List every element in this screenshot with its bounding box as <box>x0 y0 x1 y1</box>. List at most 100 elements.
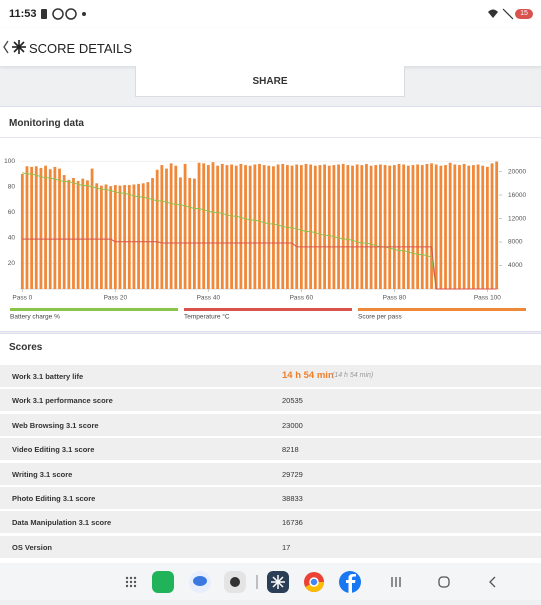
bar <box>179 177 182 289</box>
bar <box>346 165 350 289</box>
bar <box>183 163 187 289</box>
navigation-bar <box>0 563 541 600</box>
card-title: Scores <box>9 342 43 353</box>
x-tick-label: Pass 0 <box>12 295 32 302</box>
score-row: Work 3.1 performance score 20535 <box>0 389 541 412</box>
monitoring-card: Monitoring data 20 40 60 80 100 4000 8000 12000… <box>0 106 541 332</box>
score-value: 17 <box>282 542 291 552</box>
bar <box>402 164 406 289</box>
legend-swatch <box>10 308 178 311</box>
pcmark-icon <box>271 575 285 589</box>
bar <box>444 165 447 289</box>
bar <box>272 166 275 289</box>
bar <box>360 165 364 289</box>
bar <box>151 178 154 289</box>
bar <box>425 163 429 289</box>
score-row: Web Browsing 3.1 score 23000 <box>0 413 541 436</box>
y-tick-label: 80 <box>8 183 16 190</box>
bar <box>141 183 145 289</box>
bar <box>453 164 457 289</box>
x-tick-label: Pass 20 <box>104 295 128 302</box>
bar <box>253 164 257 289</box>
score-value: 38833 <box>282 494 303 503</box>
y2-tick-label: 4000 <box>508 262 523 269</box>
bar <box>490 163 494 289</box>
bar <box>286 165 289 289</box>
bar <box>397 163 401 289</box>
phone-app[interactable] <box>152 571 174 593</box>
y2-tick-label: 20000 <box>508 168 526 175</box>
camera-lens <box>230 577 240 587</box>
bar <box>95 183 99 289</box>
bar <box>146 182 150 289</box>
bar <box>388 165 392 289</box>
bar <box>476 164 480 289</box>
bar <box>72 178 75 289</box>
bar <box>355 164 359 289</box>
score-row: Photo Editing 3.1 score 38833 <box>0 487 541 509</box>
bar <box>392 165 396 289</box>
score-value: 23000 <box>282 420 303 430</box>
bar <box>248 165 252 289</box>
bar <box>434 164 438 289</box>
clock: 11:53 <box>9 8 37 20</box>
bar <box>481 165 485 289</box>
bar <box>76 180 80 289</box>
home-button[interactable] <box>438 576 450 588</box>
legend-swatch <box>184 308 352 311</box>
battery-indicator: 15 <box>515 9 533 19</box>
apps-button[interactable] <box>125 576 137 588</box>
bar <box>379 164 382 289</box>
bar <box>127 185 131 289</box>
bar <box>160 165 164 289</box>
bar <box>365 163 368 289</box>
signal-icons <box>488 8 514 20</box>
bar <box>225 165 229 289</box>
bar <box>192 178 196 289</box>
line <box>22 238 497 290</box>
bar <box>230 164 233 289</box>
score-label: Photo Editing 3.1 score <box>12 494 96 503</box>
bar <box>174 165 178 289</box>
bar <box>197 162 201 289</box>
bar <box>211 162 215 289</box>
score-label: Work 3.1 battery life <box>12 372 84 381</box>
bar <box>485 166 489 289</box>
bar <box>90 168 94 289</box>
facebook-icon <box>346 574 356 593</box>
bar <box>369 165 373 289</box>
bar <box>132 184 136 289</box>
bar <box>165 168 168 289</box>
bar <box>48 169 52 289</box>
bar <box>411 165 415 289</box>
bar <box>341 163 345 289</box>
back-nav-button[interactable] <box>489 576 496 588</box>
bar <box>299 165 303 289</box>
bar <box>39 168 43 289</box>
bar <box>99 185 103 289</box>
bar <box>262 165 266 289</box>
y2-tick-label: 8000 <box>508 239 523 246</box>
recents-button[interactable] <box>391 577 401 587</box>
bar <box>313 165 317 289</box>
y2-tick-label: 16000 <box>508 192 526 199</box>
bar <box>206 165 210 289</box>
bar <box>118 185 122 289</box>
y-tick-label: 60 <box>8 209 16 216</box>
y-tick-label: 100 <box>4 158 15 165</box>
score-label: Web Browsing 3.1 score <box>12 420 99 430</box>
card-title: Monitoring data <box>9 118 84 129</box>
bar <box>216 165 220 289</box>
bar <box>258 163 261 289</box>
share-button[interactable]: SHARE <box>135 66 405 97</box>
back-button[interactable] <box>2 38 28 56</box>
bar <box>239 163 243 289</box>
score-label: OS Version <box>12 542 53 552</box>
bar <box>81 178 85 289</box>
score-row: Work 3.1 battery life 14 h 54 min (14 h 54… <box>0 365 541 387</box>
messages-icon <box>193 576 207 586</box>
legend-label: Battery charge % <box>10 314 60 321</box>
bar <box>244 165 247 289</box>
bar <box>439 165 443 289</box>
